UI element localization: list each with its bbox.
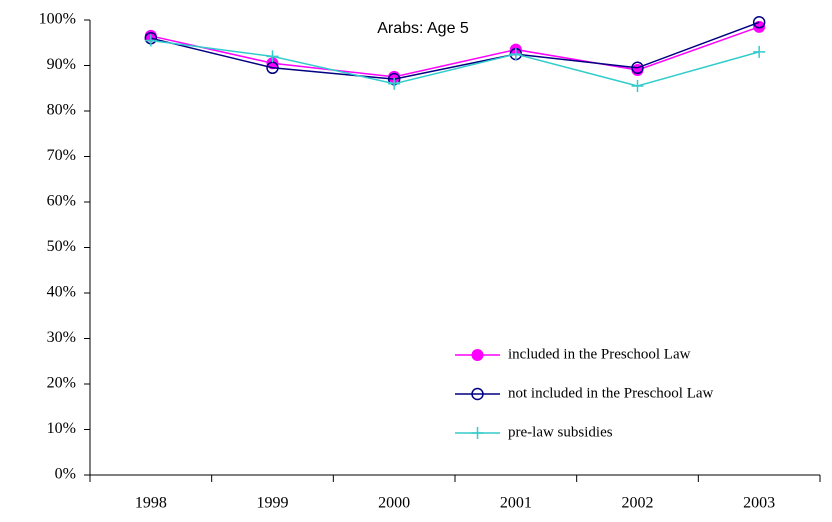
- x-tick-label: 2003: [743, 495, 775, 512]
- legend-label: pre-law subsidies: [508, 424, 613, 440]
- y-tick-label: 80%: [47, 102, 76, 119]
- x-tick-label: 2002: [622, 495, 654, 512]
- marker: [266, 50, 279, 63]
- marker: [471, 387, 484, 401]
- y-tick-label: 60%: [47, 193, 76, 210]
- y-tick-label: 50%: [47, 238, 76, 255]
- x-tick-label: 1998: [135, 495, 167, 512]
- y-tick-label: 90%: [47, 56, 76, 73]
- marker: [471, 427, 484, 439]
- legend-label: not included in the Preschool Law: [508, 385, 714, 401]
- legend: included in the Preschool Law not include…: [455, 346, 714, 440]
- marker: [753, 45, 766, 58]
- x-tick-label: 1999: [257, 495, 289, 512]
- y-tick-label: 30%: [47, 329, 76, 346]
- legend-label: included in the Preschool Law: [508, 346, 691, 362]
- y-tick-label: 0%: [55, 466, 76, 483]
- chart-title: Arabs: Age 5: [377, 20, 469, 37]
- x-tick-label: 2000: [378, 495, 410, 512]
- marker: [631, 61, 644, 75]
- y-tick-label: 40%: [47, 284, 76, 301]
- marker: [388, 77, 401, 90]
- marker: [752, 16, 766, 29]
- y-tick-label: 70%: [47, 147, 76, 164]
- series-line: [150, 39, 760, 87]
- marker: [631, 79, 644, 92]
- y-tick-label: 20%: [47, 375, 76, 392]
- marker: [509, 48, 522, 61]
- marker: [471, 349, 484, 361]
- series-line: [150, 21, 760, 80]
- y-tick-label: 10%: [47, 420, 76, 437]
- y-tick-label: 100%: [39, 11, 76, 28]
- x-tick-label: 2001: [500, 495, 532, 512]
- marker: [144, 34, 157, 47]
- series-line: [150, 26, 760, 78]
